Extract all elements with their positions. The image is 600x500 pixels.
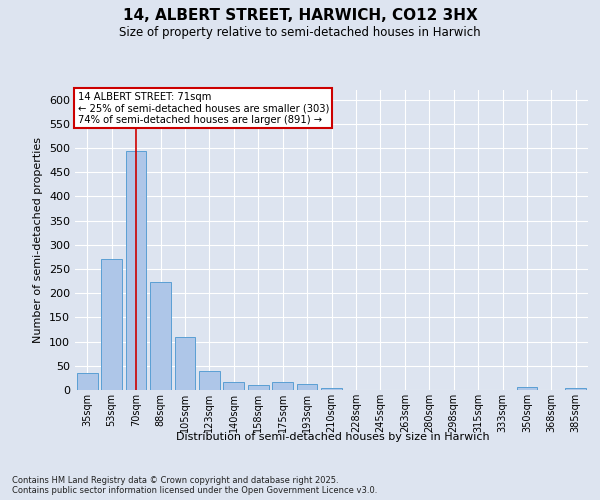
Text: Distribution of semi-detached houses by size in Harwich: Distribution of semi-detached houses by … (176, 432, 490, 442)
Bar (223, 382, 244, 390)
Bar (199, 370, 220, 390)
Bar (517, 386, 538, 390)
Bar (150, 282, 171, 390)
Bar (77, 373, 98, 390)
Text: 14 ALBERT STREET: 71sqm
← 25% of semi-detached houses are smaller (303)
74% of s: 14 ALBERT STREET: 71sqm ← 25% of semi-de… (77, 92, 329, 124)
Bar (272, 382, 293, 390)
Bar (125, 152, 146, 390)
Bar (248, 385, 269, 390)
Bar (565, 388, 586, 390)
Bar (296, 384, 317, 390)
Text: 14, ALBERT STREET, HARWICH, CO12 3HX: 14, ALBERT STREET, HARWICH, CO12 3HX (122, 8, 478, 22)
Bar (101, 260, 122, 390)
Text: Size of property relative to semi-detached houses in Harwich: Size of property relative to semi-detach… (119, 26, 481, 39)
Bar (175, 337, 196, 390)
Text: Contains HM Land Registry data © Crown copyright and database right 2025.
Contai: Contains HM Land Registry data © Crown c… (12, 476, 377, 495)
Y-axis label: Number of semi-detached properties: Number of semi-detached properties (34, 137, 43, 343)
Bar (321, 388, 342, 390)
